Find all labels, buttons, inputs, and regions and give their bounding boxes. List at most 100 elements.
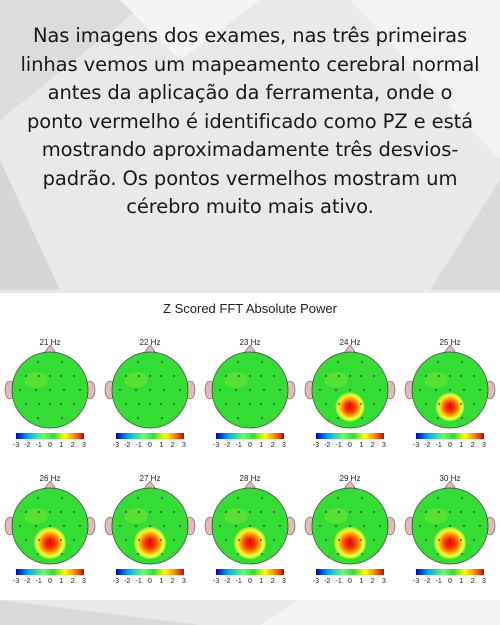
pz-hotspot (435, 392, 465, 422)
electrode-dot (219, 389, 221, 391)
electrode-dot (161, 361, 163, 363)
activity-patch (124, 508, 148, 524)
scale-tick-label: 0 (48, 442, 52, 449)
scale-tick-label: -1 (36, 578, 42, 585)
brain-map: 26 Hz -3 -2 -1 0 1 2 3 (4, 474, 96, 585)
scale-tick-label: 0 (148, 578, 152, 585)
brain-map: 22 Hz -3 -2 -1 0 1 2 3 (104, 338, 196, 449)
scale-tick-label: -3 (213, 578, 219, 585)
electrode-dot (161, 417, 163, 419)
map-frequency-label: 21 Hz (40, 338, 61, 347)
electrode-dot (49, 403, 51, 405)
activity-patch (324, 508, 348, 524)
electrode-dot (149, 389, 151, 391)
color-scale-bar (116, 433, 184, 439)
electrode-dot (37, 417, 39, 419)
activity-patch (24, 508, 48, 524)
electrode-dot (25, 539, 27, 541)
electrode-dot (260, 511, 262, 513)
electrode-dot (125, 539, 127, 541)
electrode-dot (173, 403, 175, 405)
scale-tick-label: 0 (48, 578, 52, 585)
electrode-dot (473, 539, 475, 541)
electrode-dot (338, 511, 340, 513)
scale-tick-label: 2 (471, 442, 475, 449)
scale-tick-label: -2 (424, 442, 430, 449)
electrode-dot (61, 417, 63, 419)
electrode-dot (37, 361, 39, 363)
scale-tick-label: -1 (236, 442, 242, 449)
electrode-dot (438, 403, 440, 405)
electrode-dot (425, 375, 427, 377)
electrode-dot (238, 403, 240, 405)
electrode-dot (261, 497, 263, 499)
electrode-dot (361, 361, 363, 363)
pz-hotspot (34, 527, 66, 559)
electrode-dot (473, 375, 475, 377)
electrode-dot (460, 539, 462, 541)
scale-tick-label: 0 (248, 578, 252, 585)
color-scale-bar (316, 433, 384, 439)
electrode-dot (160, 403, 162, 405)
scale-tick-label: -2 (424, 578, 430, 585)
electrode-dot (460, 403, 462, 405)
electrode-dot (319, 525, 321, 527)
electrode-dot (361, 417, 363, 419)
map-frequency-label: 30 Hz (440, 474, 461, 483)
electrode-dot (325, 375, 327, 377)
electrode-dot (163, 389, 165, 391)
electrode-dot (379, 525, 381, 527)
eeg-figure-panel: Z Scored FFT Absolute Power 21 Hz -3 -2 -1 0… (0, 293, 500, 600)
scale-tick-label: -2 (24, 578, 30, 585)
scale-tick-label: -1 (436, 578, 442, 585)
electrode-dot (435, 389, 437, 391)
electrode-dot (461, 361, 463, 363)
brain-map: 21 Hz -3 -2 -1 0 1 2 3 (4, 338, 96, 449)
activity-patch (324, 372, 348, 388)
electrode-dot (119, 525, 121, 527)
map-frequency-label: 23 Hz (240, 338, 261, 347)
electrode-dot (249, 389, 251, 391)
electrode-dot (238, 511, 240, 513)
electrode-dot (238, 539, 240, 541)
caption-text: Nas imagens dos exames, nas três primeir… (20, 24, 480, 218)
scale-tick-label: -3 (213, 442, 219, 449)
scale-tick-label: 0 (348, 442, 352, 449)
scale-tick-label: 1 (459, 442, 463, 449)
brain-map: 24 Hz -3 -2 -1 0 1 2 3 (304, 338, 396, 449)
scale-tick-label: 0 (248, 442, 252, 449)
electrode-dot (38, 539, 40, 541)
map-frequency-label: 28 Hz (240, 474, 261, 483)
electrode-dot (249, 525, 251, 527)
scale-tick-label: 2 (271, 578, 275, 585)
figure-title: Z Scored FFT Absolute Power (163, 301, 337, 316)
electrode-dot (379, 389, 381, 391)
electrode-dot (225, 511, 227, 513)
electrode-dot (19, 525, 21, 527)
electrode-dot (125, 403, 127, 405)
brain-map: 29 Hz -3 -2 -1 0 1 2 3 (304, 474, 396, 585)
electrode-dot (325, 511, 327, 513)
color-scale-bar (116, 569, 184, 575)
scale-tick-label: -1 (436, 442, 442, 449)
map-frequency-label: 22 Hz (140, 338, 161, 347)
electrode-dot (137, 553, 139, 555)
electrode-dot (61, 361, 63, 363)
activity-patch (424, 508, 448, 524)
electrode-dot (449, 525, 451, 527)
electrode-dot (237, 361, 239, 363)
electrode-dot (449, 403, 451, 405)
electrode-dot (125, 511, 127, 513)
electrode-dot (438, 375, 440, 377)
scale-tick-label: 2 (71, 442, 75, 449)
map-frequency-label: 27 Hz (140, 474, 161, 483)
scale-tick-label: 3 (282, 578, 286, 585)
electrode-dot (335, 525, 337, 527)
electrode-dot (225, 375, 227, 377)
electrode-dot (449, 511, 451, 513)
electrode-dot (373, 403, 375, 405)
electrode-dot (138, 511, 140, 513)
scale-tick-label: 0 (348, 578, 352, 585)
electrode-dot (225, 403, 227, 405)
